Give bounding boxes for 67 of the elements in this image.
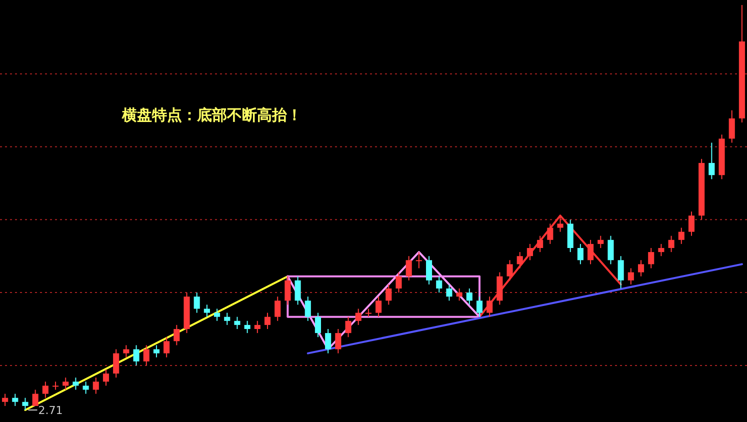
candlestick [133,344,140,366]
candlestick [174,324,180,346]
candlestick [304,296,311,322]
candlestick [214,308,220,322]
annotation: 2.71 [38,404,63,417]
candlestick [314,312,322,338]
candlestick [426,256,432,285]
candlestick [294,276,301,306]
candlestick [618,256,624,289]
candlestick [406,256,412,281]
candlestick [456,288,462,302]
annotation: 横盘特点：底部不断高抬！ [122,106,302,124]
candlestick [2,393,8,406]
candlestick [355,308,362,326]
candlestick [537,235,544,253]
candlestick [224,312,230,326]
candlestick [588,239,594,265]
candlestick [62,377,69,390]
candlestick [244,320,250,334]
candlestick [123,344,130,358]
candlestick [102,369,110,386]
candlestick [335,328,342,354]
candlestick [345,316,352,338]
candlestick [516,252,523,269]
candlestick [82,381,89,394]
candlestick [547,223,554,244]
candlestick [52,381,59,390]
candlestick [153,344,160,358]
candlestick [728,110,735,144]
candlestick [638,260,644,277]
candlestick [254,320,260,334]
candlestick [274,296,281,322]
candlestick [264,312,271,330]
candlestick [506,260,513,281]
candlestick [164,336,170,358]
candlestick [396,272,402,294]
candlestick [386,284,392,306]
candlestick [22,397,28,410]
candlestick [557,215,564,232]
candlestick [194,292,200,314]
candlestick [204,304,210,318]
candlestick [708,142,715,180]
candlestick [577,243,584,265]
candlestick [436,276,442,294]
candlestick [658,243,664,257]
candlestick [92,377,99,394]
candlestick [668,235,674,253]
candlestick [688,211,695,236]
candlestick [486,296,493,318]
candlestick [598,235,604,248]
candlestick [678,227,684,244]
candlestick [143,344,150,366]
candlestick [416,252,422,269]
candlestick [32,389,38,406]
candlestick [628,268,634,285]
candlestick [113,348,120,378]
candlestick [12,393,18,406]
candlestick [446,284,452,302]
candlestick [466,288,472,306]
candlestick [376,296,382,318]
candlestick [42,381,48,398]
candlestick [648,248,654,269]
candlestick [325,328,332,354]
candlestick [526,243,533,261]
candlestick [234,316,240,330]
candlestick [72,377,79,390]
candlestick [608,235,614,265]
